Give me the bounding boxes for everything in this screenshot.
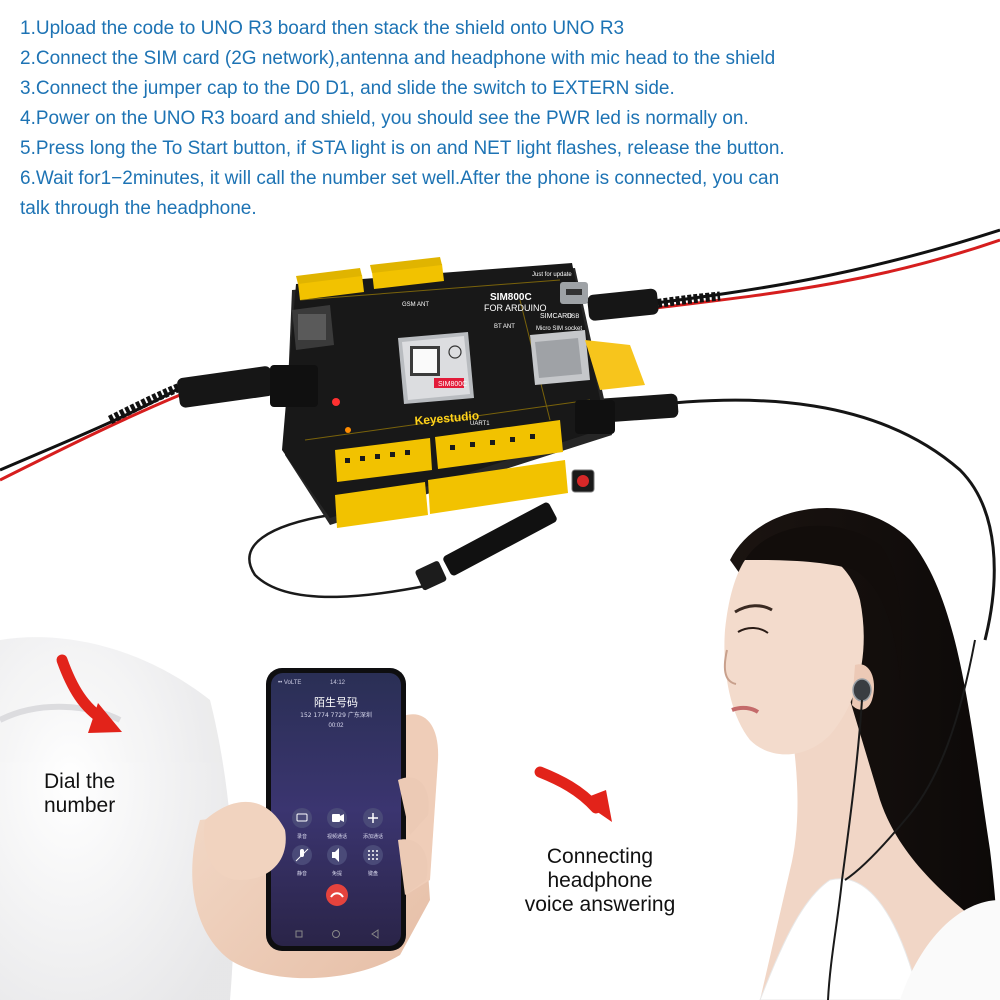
hand-with-phone: •• VoLTE 14:12 陌生号码 152 1774 7729 广东深圳 0… <box>192 668 439 979</box>
call-button-keypad[interactable]: 键盘 <box>363 845 383 877</box>
gsm-ant-label: GSM ANT <box>402 302 429 308</box>
nav-home-icon[interactable] <box>332 930 340 938</box>
record-icon <box>296 813 308 822</box>
call-button-speaker[interactable]: 免提 <box>327 845 347 877</box>
instruction-step-5: 5.Press long the To Start button, if STA… <box>20 138 785 159</box>
connect-caption: Connecting headphone voice answering <box>490 845 710 917</box>
simcard-label: SIMCARD <box>540 313 572 320</box>
call-duration: 00:02 <box>328 723 344 729</box>
nav-back-icon[interactable] <box>371 929 379 939</box>
instruction-step-3: 3.Connect the jumper cap to the D0 D1, a… <box>20 78 675 99</box>
svg-text:键盘: 键盘 <box>368 870 378 877</box>
svg-text:静音: 静音 <box>297 870 307 877</box>
update-label: Just for update <box>532 272 572 278</box>
call-button-mute[interactable]: 静音 <box>292 845 312 877</box>
video-icon <box>332 814 340 822</box>
svg-text:免提: 免提 <box>332 870 342 877</box>
call-button-record[interactable]: 录音 <box>292 808 312 840</box>
instruction-step-6: 6.Wait for1−2minutes, it will call the n… <box>20 168 780 189</box>
hang-up-button[interactable] <box>326 884 348 906</box>
shield-subtitle: FOR ARDUINO <box>484 303 547 313</box>
arrow-connect <box>534 766 612 822</box>
start-label: To Start <box>590 458 611 464</box>
call-button-add[interactable]: 添加通话 <box>363 808 383 840</box>
arrow-dial <box>56 654 122 733</box>
caller-name: 陌生号码 <box>314 695 358 709</box>
hang-up-icon <box>330 892 344 898</box>
shield-title: SIM800C <box>490 292 532 303</box>
keypad-icon <box>368 850 378 860</box>
nav-recent-icon[interactable] <box>295 930 303 938</box>
connect-caption-line1: Connecting <box>546 845 654 868</box>
plus-icon <box>368 813 378 823</box>
instruction-step-1: 1.Upload the code to UNO R3 board then s… <box>20 18 625 39</box>
status-carrier: •• VoLTE <box>278 680 301 686</box>
speaker-icon <box>332 848 339 862</box>
instruction-step-4: 4.Power on the UNO R3 board and shield, … <box>20 108 749 129</box>
instruction-step-2: 2.Connect the SIM card (2G network),ante… <box>20 48 776 69</box>
brand-label: Keyestudio <box>414 408 480 428</box>
svg-text:录音: 录音 <box>297 833 307 840</box>
call-button-video[interactable]: 视频通话 <box>327 808 347 840</box>
simcard-socket-label: Micro SIM socket <box>536 326 582 332</box>
caller-number: 152 1774 7729 广东深圳 <box>300 711 372 719</box>
bt-ant-label: BT ANT <box>494 324 515 330</box>
instructions-block: 1.Upload the code to UNO R3 board then s… <box>20 14 980 224</box>
uart-label: UART1 <box>470 421 490 427</box>
shield-board: SIM800C SIM800C FOR ARDUINO Keyestudio S… <box>270 257 645 528</box>
svg-text:视频通话: 视频通话 <box>327 833 347 840</box>
usb-label: USB <box>567 314 579 320</box>
status-time: 14:12 <box>330 680 346 686</box>
woman-with-earphones <box>723 507 1000 1000</box>
svg-text:添加通话: 添加通话 <box>363 833 383 840</box>
dial-caption-line1: Dial the <box>44 770 116 793</box>
module-label: SIM800C <box>438 381 467 388</box>
mic-off-icon <box>300 849 304 857</box>
connect-caption-line2: headphone <box>547 869 653 892</box>
instruction-step-6-cont: talk through the headphone. <box>20 198 257 219</box>
dial-caption: Dial the number <box>44 770 115 818</box>
dial-caption-line2: number <box>44 794 116 817</box>
person-shirt <box>0 637 234 1000</box>
connect-caption-line3: voice answering <box>524 893 676 916</box>
